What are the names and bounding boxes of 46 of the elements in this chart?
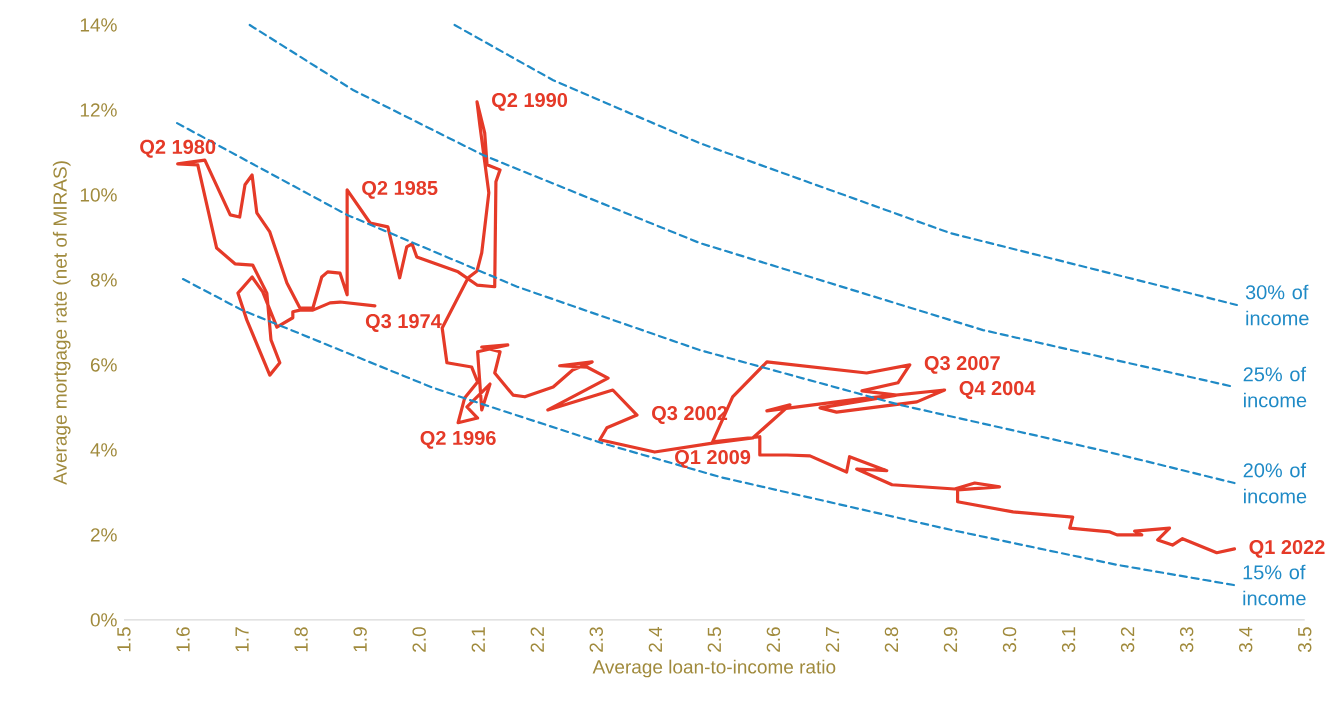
annotation: Q2 1996	[420, 430, 496, 449]
x-tick-label: 1.7	[235, 627, 249, 652]
x-tick-label: 3.5	[1298, 627, 1312, 653]
y-axis-title: Average mortgage rate (net of MIRAS)	[52, 161, 71, 485]
y-tick-label: 8%	[90, 273, 117, 287]
x-tick-label: 2.6	[766, 627, 781, 652]
x-tick-label: 2.1	[471, 627, 485, 652]
x-axis-title: Average loan-to-income ratio	[592, 659, 836, 678]
line-series	[453, 23, 1238, 307]
x-tick-label: 2.5	[707, 627, 722, 652]
y-tick-label: 10%	[80, 188, 117, 202]
x-tick-label: 1.5	[117, 627, 131, 652]
y-tick-label: 6%	[90, 358, 117, 372]
y-tick-label: 2%	[90, 528, 117, 542]
annotation: Q2 1990	[492, 93, 568, 111]
y-tick-label: 0%	[90, 613, 117, 627]
x-tick-label: 2.9	[943, 627, 958, 652]
line-series	[181, 278, 1235, 587]
annotation: Q2 1980	[140, 139, 216, 158]
x-tick-label: 2.7	[825, 627, 840, 652]
x-tick-label: 1.8	[294, 627, 308, 652]
y-tick-label: 12%	[80, 103, 117, 117]
annotation: Q1 2022	[1249, 540, 1325, 558]
x-tick-label: 3.1	[1061, 627, 1076, 653]
x-tick-label: 3.3	[1179, 627, 1194, 653]
x-tick-label: 3.0	[1002, 627, 1017, 653]
x-tick-label: 2.3	[589, 627, 603, 652]
x-tick-label: 2.8	[884, 627, 899, 652]
x-tick-label: 1.6	[176, 627, 190, 652]
series-label: 15% of income	[1243, 564, 1306, 606]
y-tick-label: 14%	[80, 18, 117, 32]
annotation: Q1 2009	[675, 450, 751, 468]
x-tick-label: 1.9	[353, 627, 367, 652]
x-tick-label: 3.4	[1238, 627, 1253, 653]
x-tick-label: 2.0	[412, 627, 426, 652]
annotation: Q3 1974	[365, 314, 442, 333]
annotation: Q4 2004	[959, 381, 1036, 400]
x-tick-label: 2.4	[648, 627, 662, 652]
x-tick-label: 2.2	[530, 627, 544, 652]
annotation: Q2 1985	[362, 180, 438, 199]
series-label: 25% of income	[1243, 366, 1307, 408]
annotation: Q3 2007	[924, 356, 1000, 374]
y-tick-label: 4%	[90, 443, 117, 457]
x-tick-label: 3.2	[1120, 627, 1135, 653]
series-label: 30% of income	[1245, 284, 1309, 326]
series-label: 20% of income	[1243, 462, 1307, 504]
